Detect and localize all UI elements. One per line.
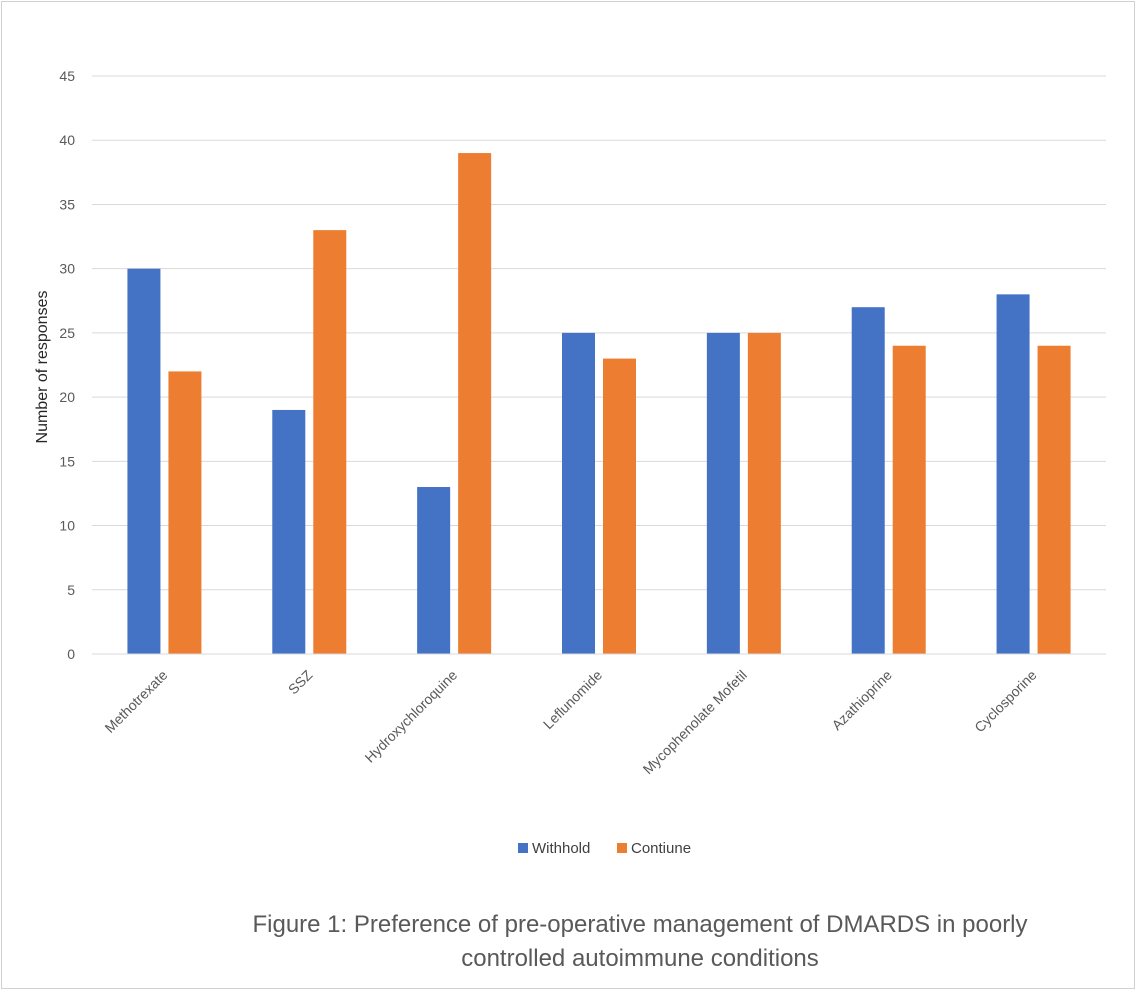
x-axis-ticks: Methotrexate SSZ Hydroxychloroquine Lefluno… [101,666,1039,777]
y-tick-label: 40 [59,132,75,148]
bar-contiune-cyclosporine [1037,345,1071,654]
y-tick-label: 30 [59,261,75,277]
caption-line-2: controlled autoimmune conditions [461,945,819,972]
bar-withhold-hydroxychloroquine [417,487,451,654]
bar-withhold-mycophenolate-mofetil [706,332,740,654]
y-tick-label: 45 [59,68,75,84]
x-tick-label: Leflunomide [540,667,605,732]
caption-line-1: Figure 1: Preference of pre-operative ma… [252,911,1028,938]
y-tick-label: 10 [59,518,75,534]
figure-caption: Figure 1: Preference of pre-operative ma… [200,908,1080,976]
bar-contiune-hydroxychloroquine [458,153,492,655]
bar-withhold-leflunomide [562,332,595,654]
y-tick-label: 5 [67,582,75,598]
x-tick-label: Methotrexate [101,667,170,736]
bar-withhold-azathioprine [851,307,885,654]
bar-contiune-ssz [313,230,347,654]
y-tick-label: 15 [59,453,75,469]
legend-label-withhold: Withhold [532,840,590,857]
bar-withhold-ssz [272,409,306,654]
y-axis-ticks: 0 5 10 15 20 25 30 35 40 45 [59,68,75,662]
y-tick-label: 25 [59,325,75,341]
x-tick-label: Azathioprine [828,667,894,733]
bar-withhold-cyclosporine [996,294,1030,654]
bar-contiune-leflunomide [603,358,636,654]
x-tick-label: Mycophenolate Mofetil [640,667,750,777]
x-tick-label: SSZ [285,666,316,697]
y-axis-title: Number of responses [34,291,51,444]
legend: Withhold Contiune [518,840,691,857]
x-tick-label: Hydroxychloroquine [361,667,460,766]
y-tick-label: 20 [59,389,75,405]
bar-contiune-azathioprine [892,345,926,654]
x-tick-label: Cyclosporine [971,667,1040,736]
legend-swatch-contiune [617,843,627,853]
legend-label-contiune: Contiune [631,840,691,857]
bar-contiune-methotrexate [168,371,202,654]
gridlines [92,75,1106,591]
bar-withhold-methotrexate [127,268,161,654]
y-tick-label: 35 [59,196,75,212]
bars [127,153,1071,655]
legend-swatch-withhold [518,843,528,853]
bar-contiune-mycophenolate-mofetil [747,332,781,654]
y-tick-label: 0 [67,646,75,662]
